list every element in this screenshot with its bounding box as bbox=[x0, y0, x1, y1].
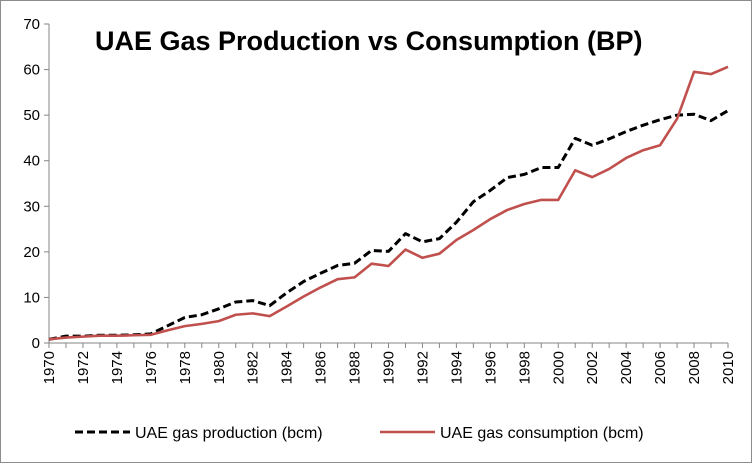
x-tick-labels: 1970 1972 1974 1976 1978 1980 1982 1984 1986 1988… bbox=[41, 351, 737, 384]
x-tick-label: 1992 bbox=[414, 351, 431, 384]
x-tick-label: 1972 bbox=[75, 351, 92, 384]
x-tick-label: 1980 bbox=[211, 351, 228, 384]
series-line-2 bbox=[48, 65, 729, 341]
x-tick-label: 1998 bbox=[516, 351, 533, 384]
legend-label-2: UAE gas consumption (bcm) bbox=[440, 425, 644, 442]
y-tick-label: 60 bbox=[23, 62, 40, 79]
y-tick-label: 40 bbox=[23, 153, 40, 170]
x-tick-label: 1978 bbox=[177, 351, 194, 384]
x-tick-label: 1970 bbox=[41, 351, 58, 384]
legend: UAE gas production (bcm) UAE gas consumpt… bbox=[75, 425, 644, 442]
y-tick-label: 20 bbox=[23, 244, 40, 261]
chart-title: UAE Gas Production vs Consumption (BP) bbox=[95, 26, 643, 56]
x-tick-label: 1988 bbox=[347, 351, 364, 384]
y-tick-label: 50 bbox=[23, 107, 40, 124]
y-tick-label: 0 bbox=[32, 335, 40, 352]
x-tick-label: 1986 bbox=[313, 351, 330, 384]
x-tick-label: 2000 bbox=[550, 351, 567, 384]
y-tick-labels: 0 10 20 30 40 50 60 70 bbox=[23, 16, 40, 352]
x-tick-label: 1994 bbox=[448, 351, 465, 384]
axes bbox=[44, 23, 729, 348]
x-tick-label: 1990 bbox=[381, 351, 398, 384]
x-tick-label: 2004 bbox=[618, 351, 635, 384]
legend-label-1: UAE gas production (bcm) bbox=[135, 425, 323, 442]
y-tick-label: 10 bbox=[23, 289, 40, 306]
x-tick-label: 1996 bbox=[482, 351, 499, 384]
x-tick-label: 1974 bbox=[109, 351, 126, 384]
x-tick-label: 1976 bbox=[143, 351, 160, 384]
y-tick-label: 70 bbox=[23, 16, 40, 33]
x-tick-label: 2002 bbox=[584, 351, 601, 384]
x-tick-label: 2006 bbox=[652, 351, 669, 384]
y-tick-label: 30 bbox=[23, 198, 40, 215]
x-tick-label: 2010 bbox=[720, 351, 737, 384]
x-tick-label: 1982 bbox=[245, 351, 262, 384]
x-tick-label: 1984 bbox=[279, 351, 296, 384]
x-tick-label: 2008 bbox=[686, 351, 703, 384]
series-lines bbox=[48, 65, 729, 341]
series-line-1 bbox=[48, 109, 729, 341]
